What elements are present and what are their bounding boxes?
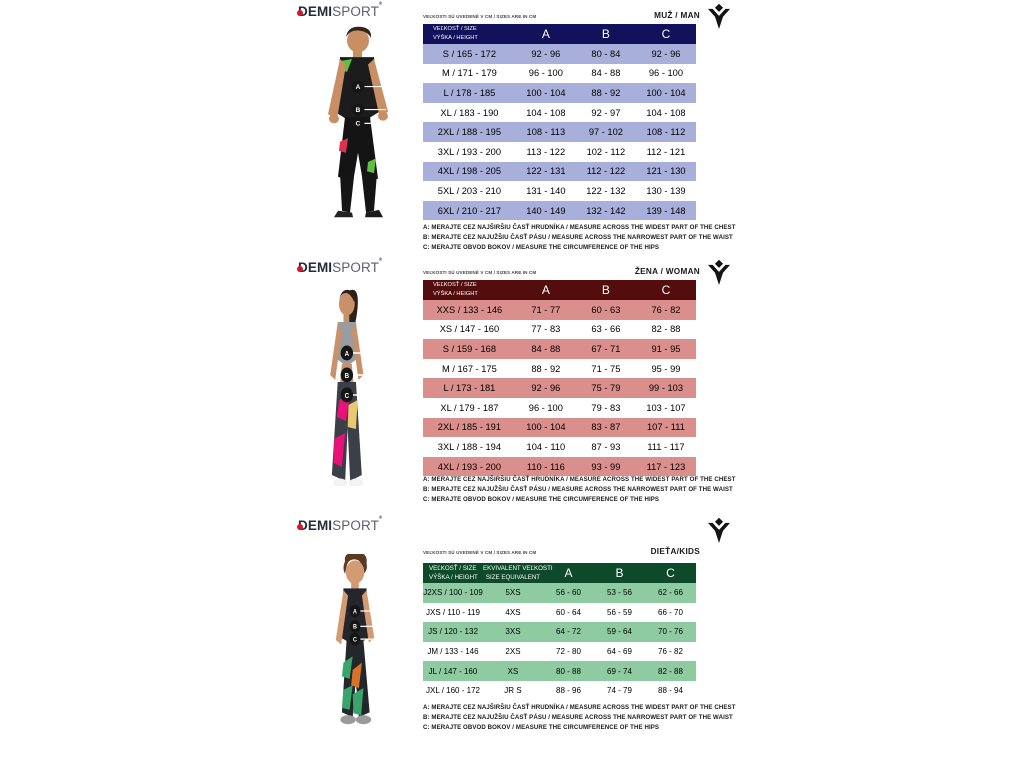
svg-text:B: B	[356, 107, 361, 114]
svg-text:C: C	[353, 637, 358, 643]
svg-text:A: A	[356, 84, 361, 91]
svg-text:B: B	[345, 372, 350, 380]
svg-text:C: C	[356, 121, 361, 128]
svg-text:A: A	[345, 350, 350, 358]
svg-text:C: C	[345, 392, 350, 400]
svg-text:B: B	[353, 624, 357, 630]
svg-text:A: A	[353, 609, 358, 615]
